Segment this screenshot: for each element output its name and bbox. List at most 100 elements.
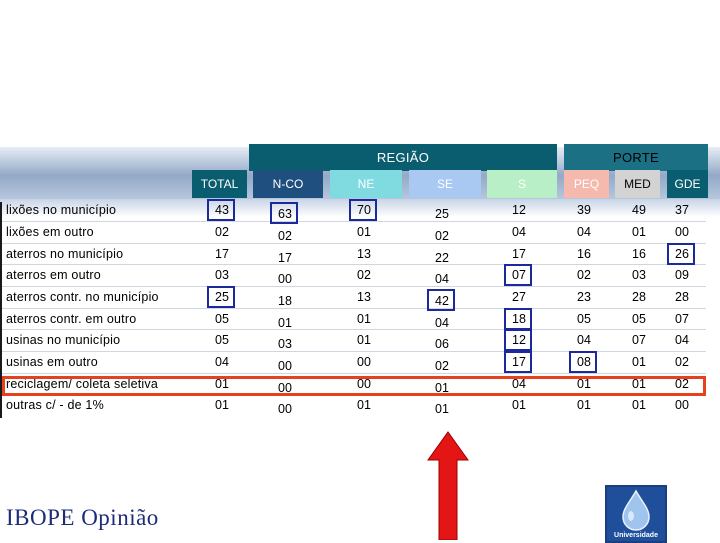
table-cell: 42: [435, 294, 449, 308]
table-cell: 07: [675, 312, 689, 326]
table-cell: 00: [278, 381, 292, 395]
table-cell: 01: [435, 381, 449, 395]
table-cell: 04: [435, 272, 449, 286]
row-divider: [2, 373, 706, 374]
water-drop-icon: [622, 489, 650, 531]
table-cell: 01: [632, 398, 646, 412]
row-divider: [2, 264, 706, 265]
column-header-gde: GDE: [667, 170, 708, 198]
table-cell: 02: [215, 225, 229, 239]
row-label: aterros contr. no município: [6, 290, 159, 304]
table-cell: 17: [512, 355, 526, 369]
table-cell: 04: [512, 377, 526, 391]
cell-box-marker: [667, 243, 695, 265]
group-header-regiao-label: REGIÃO: [376, 150, 430, 165]
row-label: reciclagem/ coleta seletiva: [6, 377, 158, 391]
table-cell: 17: [215, 247, 229, 261]
table-cell: 00: [357, 377, 371, 391]
row-divider: [2, 243, 706, 244]
group-header-porte-label: PORTE: [612, 150, 660, 165]
column-header-total: TOTAL: [192, 170, 247, 198]
table-cell: 02: [577, 268, 591, 282]
table-cell: 01: [632, 355, 646, 369]
table-cell: 04: [215, 355, 229, 369]
row-label: lixões no município: [6, 203, 117, 217]
table-cell: 28: [632, 290, 646, 304]
table-cell: 02: [435, 359, 449, 373]
table-cell: 07: [632, 333, 646, 347]
table-cell: 25: [435, 207, 449, 221]
row-divider: [2, 329, 706, 330]
row-label: usinas em outro: [6, 355, 98, 369]
table-cell: 26: [675, 247, 689, 261]
cell-box-marker: [569, 351, 597, 373]
table-cell: 17: [512, 247, 526, 261]
table-cell: 00: [278, 402, 292, 416]
column-header-se: SE: [409, 170, 481, 198]
table-cell: 01: [278, 316, 292, 330]
column-header-n-co: N-CO: [253, 170, 323, 198]
brand-name: IBOPE Opinião: [6, 505, 159, 530]
table-cell: 09: [675, 268, 689, 282]
table-cell: 02: [435, 229, 449, 243]
cell-box-marker: [427, 289, 455, 311]
table-cell: 02: [675, 355, 689, 369]
table-cell: 01: [357, 398, 371, 412]
table-cell: 00: [278, 272, 292, 286]
table-cell: 01: [357, 333, 371, 347]
cell-box-marker: [504, 308, 532, 330]
table-cell: 01: [577, 377, 591, 391]
cell-box-marker: [207, 286, 235, 308]
column-header-ne: NE: [330, 170, 402, 198]
cell-box-marker: [349, 199, 377, 221]
cell-box-marker: [207, 199, 235, 221]
table-cell: 28: [675, 290, 689, 304]
table-cell: 06: [435, 337, 449, 351]
table-cell: 01: [435, 402, 449, 416]
row-label: aterros em outro: [6, 268, 101, 282]
table-cell: 00: [675, 398, 689, 412]
table-cell: 12: [512, 333, 526, 347]
column-header-peq: PEQ: [564, 170, 609, 198]
table-cell: 01: [215, 377, 229, 391]
table-cell: 70: [357, 203, 371, 217]
row-label: aterros no município: [6, 247, 124, 261]
table-cell: 13: [357, 290, 371, 304]
table-cell: 22: [435, 251, 449, 265]
table-cell: 03: [632, 268, 646, 282]
table-cell: 03: [278, 337, 292, 351]
table-cell: 01: [512, 398, 526, 412]
row-divider: [2, 351, 706, 352]
table-cell: 00: [278, 359, 292, 373]
table-cell: 01: [357, 225, 371, 239]
table-cell: 00: [357, 355, 371, 369]
row-label: usinas no município: [6, 333, 121, 347]
table-cell: 39: [577, 203, 591, 217]
row-divider: [2, 286, 706, 287]
table-cell: 02: [675, 377, 689, 391]
table-cell: 49: [632, 203, 646, 217]
table-cell: 00: [675, 225, 689, 239]
table-cell: 04: [577, 333, 591, 347]
table-cell: 01: [215, 398, 229, 412]
highlighted-row-frame: [2, 376, 706, 396]
table-cell: 04: [512, 225, 526, 239]
table-cell: 37: [675, 203, 689, 217]
logo-text: Universidade: [614, 532, 658, 539]
table-cell: 25: [215, 290, 229, 304]
table-cell: 18: [512, 312, 526, 326]
table-cell: 16: [632, 247, 646, 261]
column-header-med: MED: [615, 170, 660, 198]
table-cell: 01: [632, 225, 646, 239]
cell-box-marker: [504, 351, 532, 373]
table-cell: 43: [215, 203, 229, 217]
table-cell: 05: [215, 333, 229, 347]
row-label: aterros contr. em outro: [6, 312, 137, 326]
table-cell: 63: [278, 207, 292, 221]
group-header-porte: PORTE: [564, 144, 708, 171]
cell-box-marker: [504, 329, 532, 351]
table-cell: 04: [577, 225, 591, 239]
table-cell: 04: [435, 316, 449, 330]
university-logo: Universidade: [605, 485, 667, 543]
table-cell: 18: [278, 294, 292, 308]
